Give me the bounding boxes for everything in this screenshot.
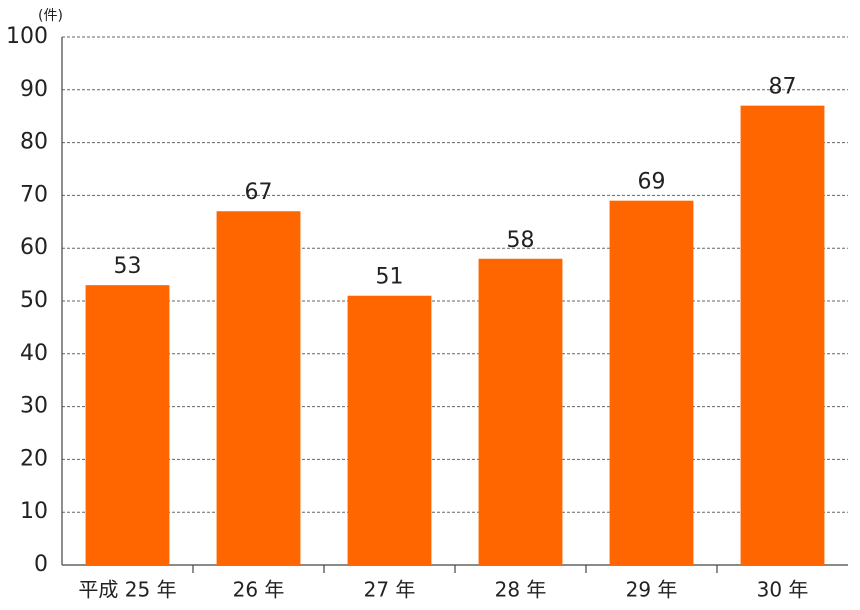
y-tick-label: 20 <box>20 446 48 471</box>
bar <box>85 285 170 565</box>
value-label: 53 <box>114 254 142 279</box>
bar <box>478 258 563 565</box>
value-label: 69 <box>638 170 666 195</box>
y-axis-unit: (件) <box>38 8 63 24</box>
y-tick-label: 50 <box>20 288 48 313</box>
bar <box>347 295 432 565</box>
x-tick-label: 28 年 <box>495 578 547 602</box>
bar <box>216 211 301 566</box>
value-label: 58 <box>507 228 535 253</box>
y-tick-label: 30 <box>20 394 48 419</box>
value-label: 67 <box>245 180 273 205</box>
x-tick-label: 平成 25 年 <box>78 578 176 602</box>
x-tick-label: 26 年 <box>233 578 285 602</box>
y-tick-label: 40 <box>20 341 48 366</box>
y-tick-label: 100 <box>6 24 48 49</box>
y-tick-label: 10 <box>20 499 48 524</box>
x-tick-label: 30 年 <box>757 578 809 602</box>
x-tick-label: 27 年 <box>364 578 416 602</box>
y-tick-label: 60 <box>20 235 48 260</box>
value-label: 51 <box>376 265 404 290</box>
value-label: 87 <box>769 75 797 100</box>
bar <box>609 200 694 565</box>
y-tick-label: 80 <box>20 130 48 155</box>
bar <box>740 105 825 565</box>
y-tick-label: 70 <box>20 182 48 207</box>
x-tick-label: 29 年 <box>626 578 678 602</box>
y-tick-label: 90 <box>20 77 48 102</box>
y-tick-label: 0 <box>34 552 48 577</box>
